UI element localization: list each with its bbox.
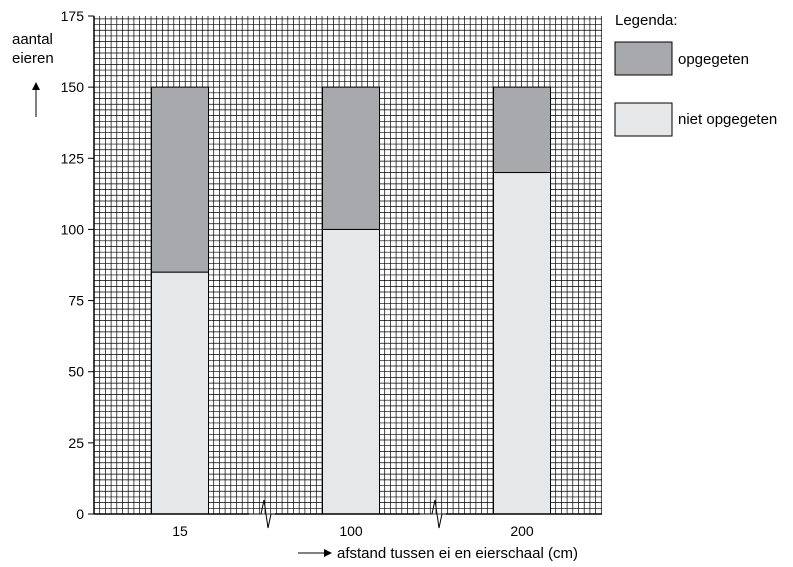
bar-15-niet-opgegeten xyxy=(151,271,209,515)
bars-group xyxy=(151,86,551,515)
y-tick-label: 0 xyxy=(76,506,84,522)
bar-100-opgegeten xyxy=(322,86,380,230)
x-tick-label: 200 xyxy=(510,523,534,539)
bar-200-opgegeten xyxy=(493,86,551,174)
y-tick-label: 100 xyxy=(61,221,85,237)
legend-label-niet-opgegeten: niet opgegeten xyxy=(678,111,777,128)
y-axis-label-line1: aantal xyxy=(12,31,53,48)
x-tick-label: 100 xyxy=(339,523,363,539)
y-tick-label: 50 xyxy=(68,364,84,380)
x-axis-label: afstand tussen ei en eierschaal (cm) xyxy=(337,545,578,562)
y-tick-label: 75 xyxy=(68,293,84,309)
y-tick-label: 150 xyxy=(61,79,85,95)
x-tick-label: 15 xyxy=(172,523,188,539)
legend-swatch-opgegeten xyxy=(614,41,673,76)
y-tick-label: 175 xyxy=(61,8,85,24)
legend-item-opgegeten: opgegeten xyxy=(614,41,749,76)
bar-100-niet-opgegeten xyxy=(322,228,380,515)
bar-15-opgegeten xyxy=(151,86,209,273)
legend-label-opgegeten: opgegeten xyxy=(678,51,749,68)
legend-item-niet-opgegeten: niet opgegeten xyxy=(614,102,777,137)
legend-title: Legenda: xyxy=(615,12,678,29)
y-axis-label-line2: eieren xyxy=(12,50,54,67)
y-tick-label: 125 xyxy=(61,150,85,166)
x-axis-arrow xyxy=(298,549,332,557)
bar-200-niet-opgegeten xyxy=(493,172,551,515)
axes-group xyxy=(88,15,602,529)
axis-break-mark xyxy=(249,499,275,529)
y-axis-arrow xyxy=(32,82,40,117)
y-tick-labels: 0 25 50 75 100 125 150 175 xyxy=(61,8,85,522)
legend-swatch-niet-opgegeten xyxy=(614,102,673,137)
axis-break-mark xyxy=(420,499,446,529)
x-tick-labels: 15 100 200 xyxy=(172,523,534,539)
y-tick-label: 25 xyxy=(68,435,84,451)
